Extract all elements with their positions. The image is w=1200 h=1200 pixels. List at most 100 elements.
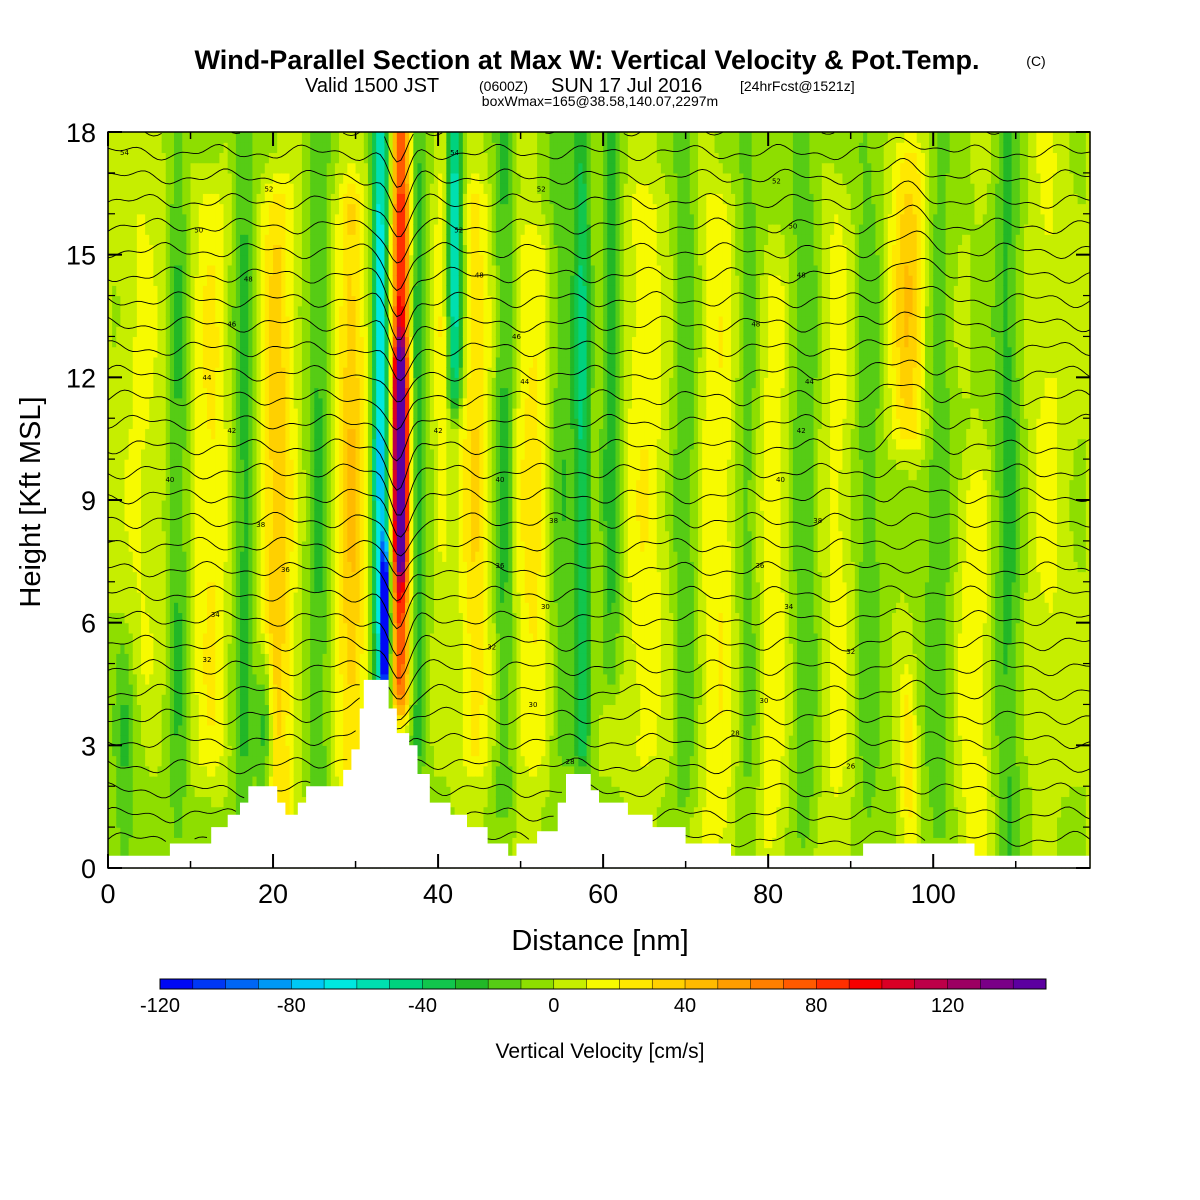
velocity-cell — [149, 817, 154, 828]
velocity-cell — [207, 408, 212, 419]
velocity-cell — [112, 623, 117, 634]
velocity-cell — [112, 674, 117, 685]
velocity-cell — [298, 541, 303, 552]
velocity-cell — [178, 602, 183, 613]
velocity-cell — [335, 255, 340, 266]
velocity-cell — [257, 469, 262, 480]
velocity-cell — [203, 796, 208, 807]
velocity-cell — [248, 612, 253, 623]
velocity-cell — [356, 357, 361, 368]
velocity-cell — [166, 132, 171, 143]
velocity-cell — [170, 582, 175, 593]
velocity-cell — [186, 653, 191, 664]
velocity-cell — [145, 357, 150, 368]
velocity-cell — [116, 459, 121, 470]
velocity-cell — [178, 827, 183, 838]
velocity-cell — [228, 224, 233, 235]
velocity-cell — [261, 602, 266, 613]
velocity-cell — [281, 428, 286, 439]
velocity-cell — [120, 255, 125, 266]
velocity-cell — [339, 664, 344, 675]
velocity-cell — [125, 745, 130, 756]
velocity-cell — [145, 531, 150, 542]
velocity-cell — [170, 163, 175, 174]
velocity-cell — [360, 408, 365, 419]
velocity-cell — [389, 602, 394, 613]
velocity-cell — [182, 551, 187, 562]
velocity-cell — [166, 193, 171, 204]
velocity-cell — [302, 265, 307, 276]
velocity-cell — [252, 234, 257, 245]
velocity-cell — [248, 510, 253, 521]
velocity-cell — [277, 510, 282, 521]
velocity-cell — [141, 142, 146, 153]
velocity-cell — [285, 704, 290, 715]
velocity-cell — [244, 183, 249, 194]
velocity-cell — [318, 572, 323, 583]
velocity-cell — [153, 306, 158, 317]
velocity-cell — [244, 316, 249, 327]
velocity-cell — [158, 183, 163, 194]
velocity-cell — [116, 480, 121, 491]
velocity-cell — [166, 224, 171, 235]
velocity-cell — [244, 561, 249, 572]
velocity-cell — [294, 439, 299, 450]
velocity-cell — [331, 684, 336, 695]
velocity-cell — [273, 674, 278, 685]
velocity-cell — [153, 255, 158, 266]
velocity-cell — [158, 612, 163, 623]
velocity-cell — [191, 377, 196, 388]
velocity-cell — [281, 306, 286, 317]
velocity-cell — [294, 469, 299, 480]
velocity-cell — [244, 592, 249, 603]
velocity-cell — [166, 265, 171, 276]
velocity-cell — [244, 336, 249, 347]
velocity-cell — [116, 633, 121, 644]
velocity-cell — [331, 418, 336, 429]
velocity-cell — [158, 520, 163, 531]
velocity-cell — [191, 439, 196, 450]
velocity-cell — [153, 336, 158, 347]
velocity-cell — [215, 296, 220, 307]
velocity-cell — [261, 326, 266, 337]
velocity-cell — [323, 377, 328, 388]
velocity-cell — [269, 500, 274, 511]
velocity-cell — [199, 132, 204, 143]
velocity-cell — [265, 500, 270, 511]
velocity-cell — [219, 163, 224, 174]
velocity-cell — [331, 653, 336, 664]
velocity-cell — [273, 265, 278, 276]
velocity-cell — [257, 357, 262, 368]
velocity-cell — [302, 786, 307, 797]
velocity-cell — [273, 347, 278, 358]
velocity-cell — [224, 510, 229, 521]
velocity-cell — [290, 214, 295, 225]
velocity-cell — [170, 541, 175, 552]
velocity-cell — [265, 408, 270, 419]
velocity-cell — [240, 582, 245, 593]
velocity-cell — [351, 408, 356, 419]
velocity-cell — [240, 224, 245, 235]
velocity-cell — [141, 398, 146, 409]
velocity-cell — [137, 715, 142, 726]
velocity-cell — [120, 214, 125, 225]
velocity-cell — [207, 285, 212, 296]
velocity-cell — [248, 500, 253, 511]
velocity-cell — [236, 623, 241, 634]
velocity-cell — [257, 500, 262, 511]
velocity-cell — [306, 674, 311, 685]
velocity-cell — [133, 827, 138, 838]
velocity-cell — [133, 398, 138, 409]
velocity-cell — [244, 745, 249, 756]
velocity-cell — [141, 316, 146, 327]
velocity-cell — [389, 653, 394, 664]
velocity-cell — [281, 275, 286, 286]
velocity-cell — [219, 510, 224, 521]
velocity-cell — [236, 684, 241, 695]
velocity-cell — [162, 336, 167, 347]
velocity-cell — [290, 745, 295, 756]
velocity-cell — [339, 285, 344, 296]
velocity-cell — [244, 551, 249, 562]
velocity-cell — [195, 255, 200, 266]
velocity-cell — [290, 623, 295, 634]
